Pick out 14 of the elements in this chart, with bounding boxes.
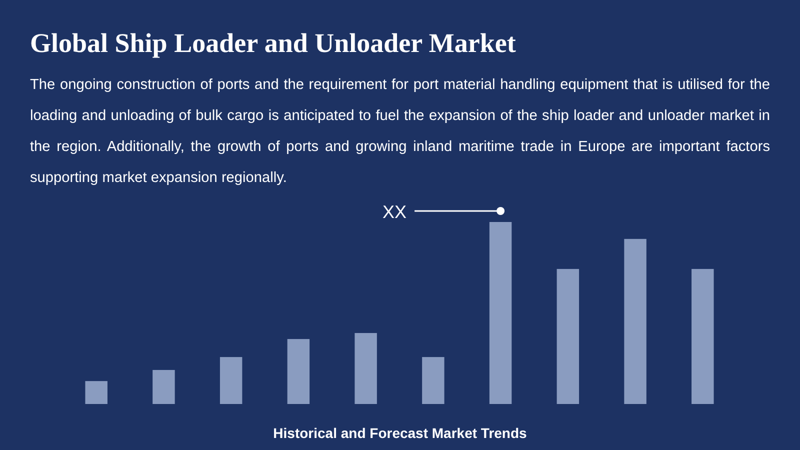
bar <box>220 357 242 404</box>
bar <box>287 339 310 404</box>
bar <box>354 333 377 404</box>
bar <box>85 381 108 404</box>
bar <box>556 268 580 404</box>
bar <box>422 357 444 404</box>
bar <box>692 268 714 404</box>
bar <box>489 222 512 404</box>
chart-title: Global Ship Loader and Unloader Market <box>30 28 516 59</box>
bar <box>152 370 175 404</box>
bar <box>624 238 646 404</box>
text: XX <box>382 202 407 222</box>
x-axis-title: Historical and Forecast Market Trends <box>273 425 528 441</box>
chart-subtitle: The ongoing construction of ports and the requirement for port material handling equipment that is utilised for the loading and unloading of bulk cargo is anticipated to fuel the expansion of the ship loader and unloader market in the region. Additionally, the growth of ports and growing inland maritime trade in Europe are important factors supporting market expansion regionally. <box>30 76 770 188</box>
